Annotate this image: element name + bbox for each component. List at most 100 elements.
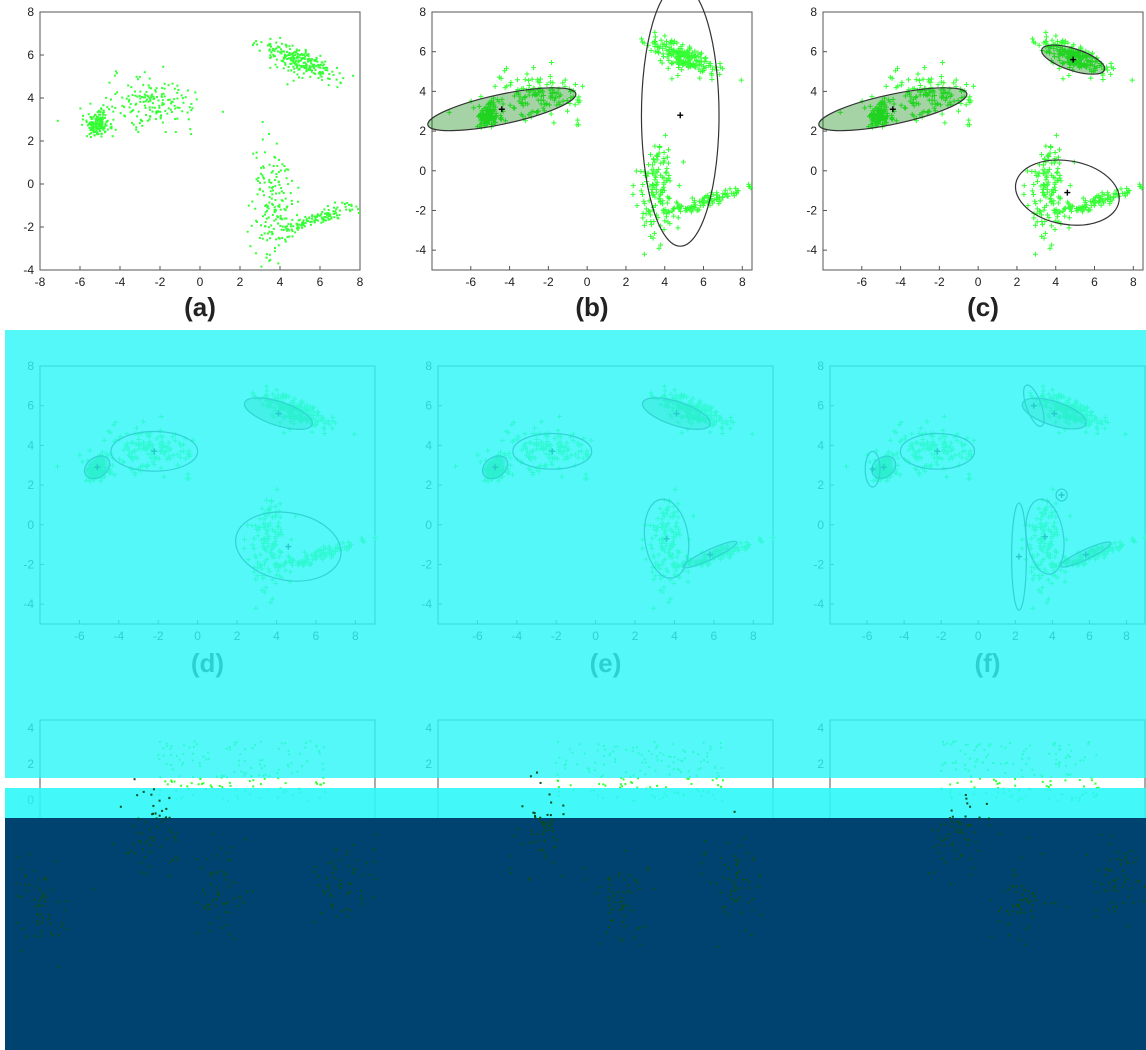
data-point bbox=[104, 130, 107, 133]
data-point bbox=[315, 59, 318, 62]
data-point bbox=[280, 52, 283, 55]
data-point bbox=[665, 147, 671, 153]
data-point bbox=[511, 93, 517, 99]
data-point bbox=[526, 92, 532, 98]
data-point bbox=[160, 93, 163, 96]
data-point bbox=[104, 122, 107, 125]
data-point bbox=[630, 191, 636, 197]
data-point bbox=[665, 219, 671, 225]
data-point bbox=[325, 212, 328, 215]
data-point bbox=[279, 51, 282, 54]
data-point bbox=[110, 125, 113, 128]
data-point bbox=[526, 77, 532, 83]
data-point bbox=[257, 176, 260, 179]
data-point bbox=[309, 223, 312, 226]
data-point bbox=[658, 242, 664, 248]
data-point bbox=[560, 98, 566, 104]
data-point bbox=[176, 106, 179, 109]
data-point bbox=[269, 258, 272, 261]
data-point bbox=[446, 109, 452, 115]
data-point bbox=[266, 44, 269, 47]
data-point bbox=[652, 202, 658, 208]
data-point bbox=[97, 117, 100, 120]
data-point bbox=[700, 203, 706, 209]
data-point bbox=[263, 777, 266, 780]
data-point bbox=[647, 183, 653, 189]
data-point bbox=[170, 102, 173, 105]
data-point bbox=[504, 83, 510, 89]
data-point bbox=[315, 65, 318, 68]
data-point bbox=[176, 117, 179, 120]
data-point bbox=[159, 117, 162, 120]
data-point bbox=[344, 205, 347, 208]
data-point bbox=[271, 185, 274, 188]
data-point bbox=[326, 66, 329, 69]
data-point bbox=[151, 110, 154, 113]
data-point bbox=[323, 216, 326, 219]
data-point bbox=[289, 225, 292, 228]
data-point bbox=[96, 117, 99, 120]
data-point bbox=[323, 218, 326, 221]
data-point bbox=[162, 65, 165, 68]
data-point bbox=[286, 229, 289, 232]
data-point bbox=[575, 117, 581, 123]
data-point bbox=[508, 79, 514, 85]
data-point bbox=[296, 224, 299, 227]
data-point bbox=[131, 121, 134, 124]
data-point bbox=[685, 205, 691, 211]
data-point bbox=[271, 232, 274, 235]
data-point bbox=[659, 60, 665, 66]
data-point bbox=[496, 99, 502, 105]
data-point bbox=[89, 136, 92, 139]
data-point bbox=[576, 122, 582, 128]
data-point bbox=[277, 262, 280, 265]
data-point bbox=[273, 50, 276, 53]
data-point bbox=[101, 122, 104, 125]
data-point bbox=[298, 49, 301, 52]
data-point bbox=[85, 121, 88, 124]
data-point bbox=[529, 76, 535, 82]
data-point bbox=[666, 57, 672, 63]
data-point bbox=[705, 193, 711, 199]
data-point bbox=[140, 95, 143, 98]
data-point bbox=[137, 110, 140, 113]
data-point bbox=[295, 50, 298, 53]
data-point bbox=[486, 100, 492, 106]
data-point bbox=[100, 108, 103, 111]
data-point bbox=[674, 40, 680, 46]
data-point bbox=[708, 70, 714, 76]
x-tick-label: -2 bbox=[543, 275, 554, 289]
data-point bbox=[650, 156, 656, 162]
data-point bbox=[324, 219, 327, 222]
data-point bbox=[272, 53, 275, 56]
data-point bbox=[200, 782, 203, 785]
data-point bbox=[187, 118, 190, 121]
data-point bbox=[276, 66, 279, 69]
data-point bbox=[127, 84, 130, 87]
data-point bbox=[649, 181, 655, 187]
data-point bbox=[678, 50, 684, 56]
data-point bbox=[261, 174, 264, 177]
data-point bbox=[182, 101, 185, 104]
data-point bbox=[99, 120, 102, 123]
data-point bbox=[291, 218, 294, 221]
data-point bbox=[158, 104, 161, 107]
data-point bbox=[653, 174, 659, 180]
data-point bbox=[279, 208, 282, 211]
data-point bbox=[284, 197, 287, 200]
data-point bbox=[277, 236, 280, 239]
data-point bbox=[161, 95, 164, 98]
data-point bbox=[268, 230, 271, 233]
data-point bbox=[285, 177, 288, 180]
data-point bbox=[290, 199, 293, 202]
data-point bbox=[181, 110, 184, 113]
data-point bbox=[294, 54, 297, 57]
data-point bbox=[651, 230, 657, 236]
data-point bbox=[252, 152, 255, 155]
data-point bbox=[300, 65, 303, 68]
data-point bbox=[694, 208, 700, 214]
data-point bbox=[280, 187, 283, 190]
data-point bbox=[99, 113, 102, 116]
data-point bbox=[281, 163, 284, 166]
data-point bbox=[278, 183, 281, 186]
